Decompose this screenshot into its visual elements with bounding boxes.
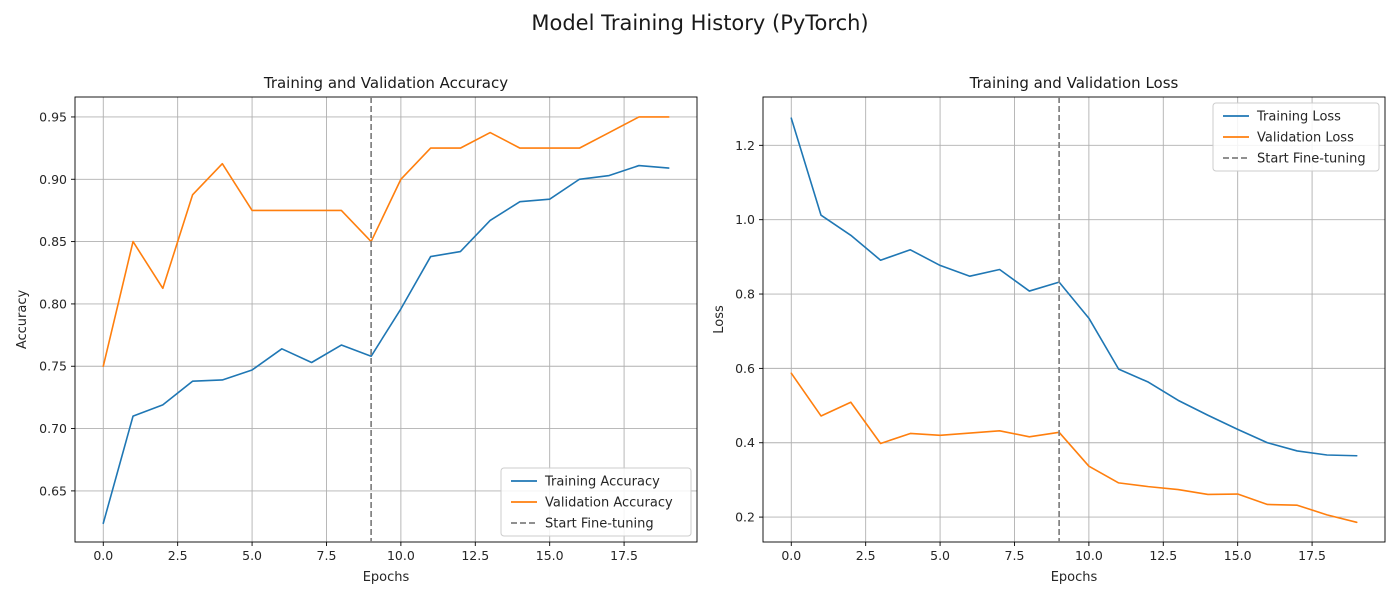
loss-legend-label-fine-tuning: Start Fine-tuning	[1257, 152, 1366, 167]
loss-xtick-label: 5.0	[930, 548, 950, 563]
accuracy-ytick-label: 0.70	[39, 421, 67, 436]
accuracy-legend-label-series-0: Training Accuracy	[544, 475, 660, 490]
accuracy-xtick-label: 12.5	[461, 548, 489, 563]
accuracy-xtick-label: 17.5	[610, 548, 638, 563]
loss-legend-label-series-1: Validation Loss	[1257, 131, 1354, 146]
accuracy-ytick-label: 0.85	[39, 234, 67, 249]
loss-legend: Training Loss Validation Loss Start Fine-t…	[1212, 102, 1380, 172]
accuracy-legend-box	[500, 467, 692, 537]
accuracy-xtick-label: 10.0	[387, 548, 415, 563]
accuracy-xtick-label: 5.0	[242, 548, 262, 563]
loss-ytick-label: 0.8	[735, 287, 755, 302]
accuracy-series-line-0	[102, 164, 670, 525]
loss-ytick-label: 0.6	[735, 361, 755, 376]
accuracy-ytick-label: 0.80	[39, 296, 67, 311]
accuracy-series-line-1	[102, 116, 670, 368]
loss-ytick-label: 1.2	[735, 138, 755, 153]
accuracy-ytick-label: 0.95	[39, 109, 67, 124]
accuracy-xtick-label: 7.5	[317, 548, 337, 563]
accuracy-xaxis-label: Epochs	[363, 570, 410, 585]
accuracy-chart-title: Training and Validation Accuracy	[263, 74, 508, 92]
loss-xtick-label: 2.5	[856, 548, 876, 563]
loss-legend-label-series-0: Training Loss	[1256, 110, 1341, 125]
loss-ytick-label: 0.4	[735, 435, 755, 450]
accuracy-axes-frame	[74, 96, 698, 543]
loss-ytick-label: 0.2	[735, 510, 755, 525]
loss-xtick-label: 7.5	[1005, 548, 1025, 563]
loss-xaxis-label: Epochs	[1051, 570, 1098, 585]
accuracy-xtick-label: 0.0	[93, 548, 113, 563]
accuracy-xtick-label: 15.0	[536, 548, 564, 563]
accuracy-ytick-label: 0.90	[39, 172, 67, 187]
figure-suptitle: Model Training History (PyTorch)	[531, 11, 868, 35]
accuracy-legend: Training Accuracy Validation Accuracy Star…	[500, 467, 692, 537]
loss-yaxis-label: Loss	[712, 305, 727, 334]
loss-chart-title: Training and Validation Loss	[969, 74, 1179, 92]
loss-legend-box	[1212, 102, 1380, 172]
accuracy-yaxis-label: Accuracy	[15, 290, 30, 350]
loss-series-line-0	[790, 117, 1358, 457]
accuracy-ytick-label: 0.75	[39, 359, 67, 374]
accuracy-ytick-label: 0.65	[39, 483, 67, 498]
accuracy-xtick-label: 2.5	[168, 548, 188, 563]
accuracy-chart: 0.0 2.5 5.0 7.5 10.0 12.5 15.0 17.5 0.65 0.70 0.75…	[15, 74, 698, 585]
loss-xtick-label: 12.5	[1149, 548, 1177, 563]
accuracy-legend-label-fine-tuning: Start Fine-tuning	[545, 517, 654, 532]
loss-xtick-label: 0.0	[781, 548, 801, 563]
loss-chart: 0.0 2.5 5.0 7.5 10.0 12.5 15.0 17.5 0.2 0.4 0.6 0.8…	[712, 74, 1386, 585]
loss-xtick-label: 10.0	[1075, 548, 1103, 563]
loss-xtick-label: 17.5	[1298, 548, 1326, 563]
loss-xtick-label: 15.0	[1224, 548, 1252, 563]
loss-series-line-1	[790, 372, 1358, 524]
accuracy-legend-label-series-1: Validation Accuracy	[545, 496, 673, 511]
loss-axes-frame	[762, 96, 1386, 543]
loss-ytick-label: 1.0	[735, 212, 755, 227]
